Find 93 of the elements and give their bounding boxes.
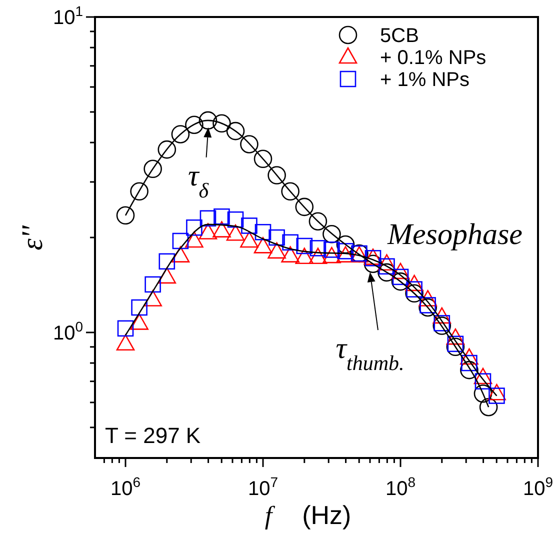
y-tick-label: 10$^{1}$ <box>52 3 84 29</box>
point <box>268 166 286 184</box>
point <box>446 328 465 345</box>
point <box>130 182 148 201</box>
point <box>308 248 328 264</box>
point <box>282 234 298 251</box>
x-tick-label: 10$^{9}$ <box>522 474 554 500</box>
legend-label: + 0.1% NPs <box>380 47 486 69</box>
point <box>434 315 450 332</box>
y-tick-label: 10$^{0}$ <box>52 318 84 344</box>
point <box>158 253 176 270</box>
point <box>474 373 492 390</box>
point <box>212 114 231 133</box>
point <box>227 211 244 228</box>
point <box>281 182 300 201</box>
point <box>131 299 148 316</box>
point <box>488 384 506 400</box>
point <box>308 212 328 231</box>
point <box>406 281 422 298</box>
point <box>144 290 162 306</box>
point <box>116 334 135 351</box>
point <box>198 223 218 240</box>
point <box>226 122 245 140</box>
annotation: T = 297 K <box>105 423 201 448</box>
point <box>295 198 314 216</box>
point <box>418 290 437 306</box>
point <box>460 360 478 380</box>
point <box>405 284 424 303</box>
point <box>226 224 245 241</box>
point <box>405 274 424 292</box>
point <box>185 116 204 134</box>
point <box>254 224 272 240</box>
point <box>432 316 452 335</box>
point <box>324 242 340 258</box>
annotation: Mesophase <box>386 218 522 251</box>
point <box>158 267 176 284</box>
point <box>268 242 286 259</box>
x-tick-label: 10$^{8}$ <box>385 474 416 500</box>
point <box>432 307 452 324</box>
point <box>130 314 148 330</box>
point <box>418 298 437 317</box>
y-axis-title: ε'' <box>16 225 49 250</box>
point <box>281 246 300 262</box>
point <box>200 210 216 226</box>
point <box>420 297 436 314</box>
point <box>158 140 176 159</box>
point <box>117 320 134 337</box>
point <box>391 262 410 280</box>
point <box>254 150 272 168</box>
point <box>185 231 204 248</box>
point <box>337 243 354 260</box>
point <box>214 208 230 225</box>
point <box>116 206 135 225</box>
point <box>171 125 190 144</box>
point <box>322 224 341 244</box>
point <box>241 218 258 234</box>
legend-label: + 1% NPs <box>380 69 470 91</box>
annotation: τ$_{thumb.}$ <box>336 332 404 376</box>
point <box>488 388 505 404</box>
point <box>474 368 492 384</box>
point <box>336 235 355 254</box>
legend-label: 5CB <box>380 25 419 47</box>
point <box>310 240 326 256</box>
point <box>336 246 355 262</box>
point <box>240 231 258 248</box>
point <box>186 219 202 236</box>
point <box>378 254 396 271</box>
point <box>460 348 478 365</box>
point <box>171 246 190 262</box>
point <box>198 111 218 130</box>
point <box>322 246 341 264</box>
point <box>364 254 382 274</box>
point <box>474 384 492 403</box>
point <box>461 354 478 372</box>
point <box>212 221 231 238</box>
point <box>254 237 272 254</box>
point <box>447 336 464 352</box>
point <box>268 229 285 246</box>
point <box>240 135 258 154</box>
x-axis-title: f (Hz) <box>264 500 352 530</box>
point <box>296 238 313 254</box>
point <box>172 232 189 250</box>
annotation: τ$_{δ}$ <box>188 159 210 202</box>
point <box>446 338 465 356</box>
x-tick-label: 10$^{7}$ <box>248 474 278 500</box>
x-tick-label: 10$^{6}$ <box>110 474 141 500</box>
point <box>144 160 162 178</box>
point <box>378 258 395 275</box>
point <box>378 263 396 282</box>
point <box>295 248 314 264</box>
point <box>144 276 161 293</box>
point <box>391 272 410 291</box>
point <box>392 268 409 286</box>
